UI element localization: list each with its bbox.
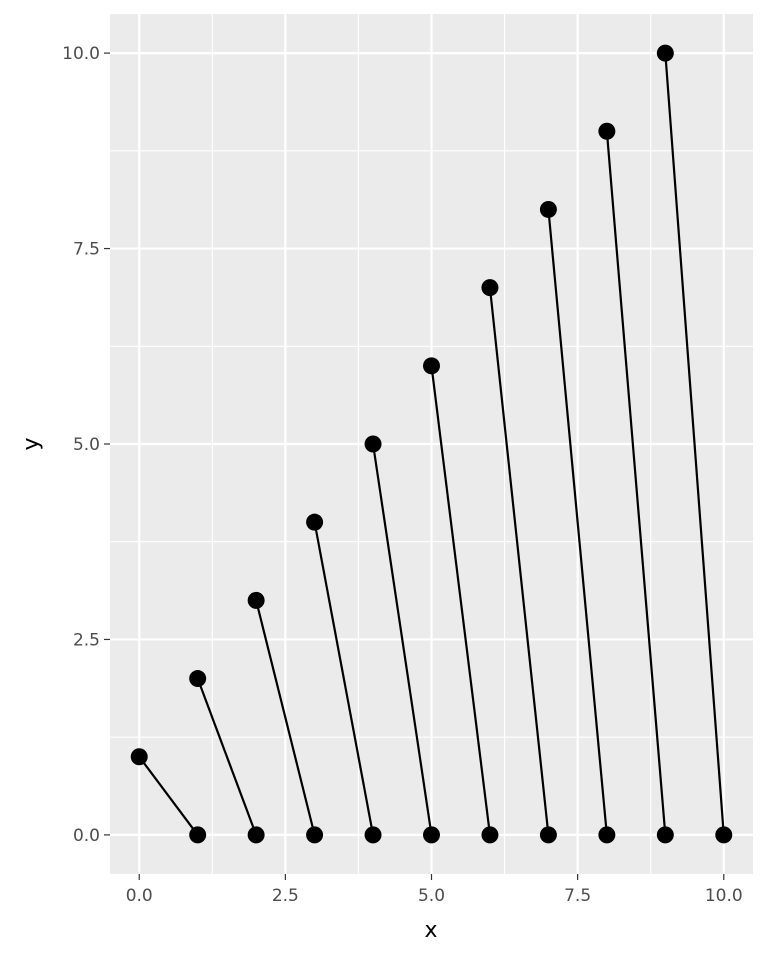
data-point	[656, 44, 674, 62]
data-segment	[255, 600, 316, 836]
data-point	[247, 826, 265, 844]
data-point	[481, 826, 499, 844]
data-segment	[547, 209, 608, 836]
data-point	[656, 826, 674, 844]
data-point	[481, 279, 499, 297]
data-segment	[430, 365, 492, 836]
data-point	[306, 513, 324, 531]
segments-layer	[138, 53, 725, 836]
x-tick-label: 5.0	[418, 886, 445, 906]
x-axis-title: x	[424, 918, 437, 943]
data-segment	[605, 131, 667, 836]
data-segment	[196, 678, 258, 836]
data-segment	[371, 443, 433, 836]
data-point	[423, 357, 440, 375]
points-layer	[130, 44, 733, 844]
data-point	[364, 826, 382, 844]
data-segment	[138, 756, 199, 836]
data-point	[306, 826, 324, 844]
x-axis: 0.0 2.5 5.0 7.5 10.0	[126, 874, 743, 906]
data-segment	[313, 521, 375, 836]
x-tick-label: 7.5	[564, 886, 591, 906]
data-point	[364, 435, 382, 453]
data-point	[247, 591, 265, 609]
data-point	[189, 670, 207, 688]
data-point	[598, 122, 616, 140]
y-tick-label: 10.0	[62, 44, 100, 64]
data-segment	[664, 53, 725, 835]
data-point	[539, 200, 557, 218]
data-point	[598, 826, 616, 844]
data-point	[539, 826, 557, 844]
y-tick-label: 2.5	[73, 630, 100, 650]
data-segment	[488, 287, 550, 836]
y-axis: 0.0 2.5 5.0 7.5 10.0	[62, 44, 110, 846]
y-tick-label: 0.0	[73, 826, 100, 846]
y-tick-label: 7.5	[73, 240, 100, 260]
data-point	[423, 826, 440, 844]
data-point	[189, 826, 207, 844]
y-axis-title: y	[19, 437, 44, 450]
data-point	[715, 826, 733, 844]
y-tick-label: 5.0	[73, 435, 100, 455]
x-tick-label: 2.5	[272, 886, 299, 906]
x-tick-label: 10.0	[705, 886, 743, 906]
x-tick-label: 0.0	[126, 886, 153, 906]
data-point	[130, 748, 148, 766]
